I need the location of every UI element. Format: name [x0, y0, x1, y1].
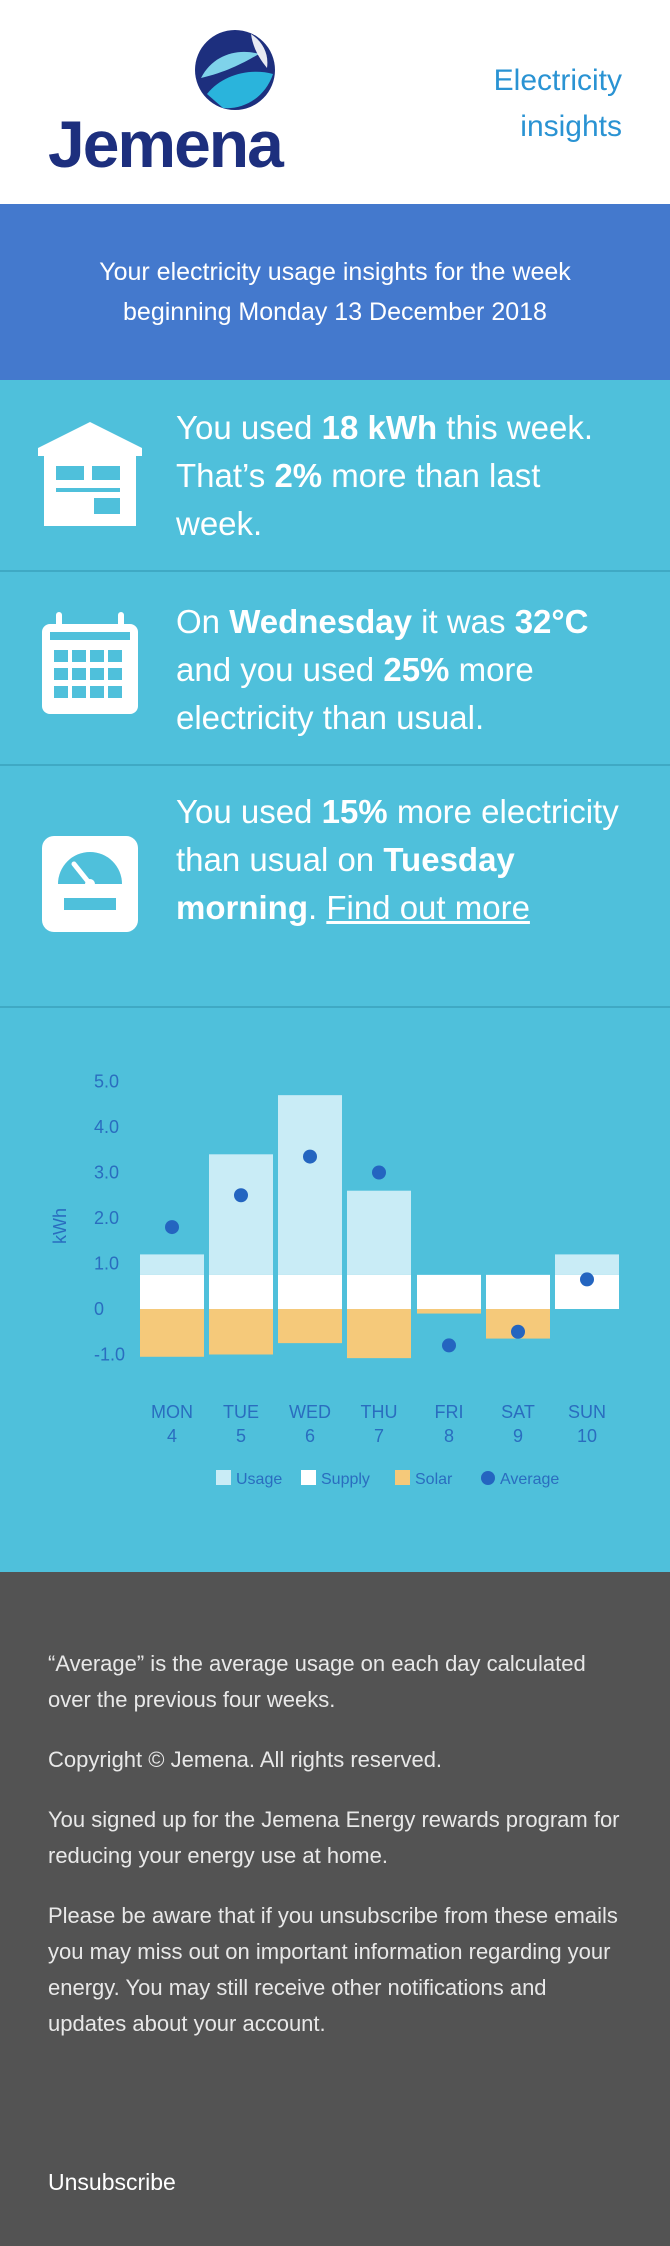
solar-bar — [278, 1309, 342, 1344]
insight-text: You used 18 kWh this week. That’s 2% mor… — [176, 409, 594, 542]
average-point — [511, 1324, 525, 1339]
y-tick-label: 2.0 — [94, 1208, 119, 1228]
x-tick-date: 6 — [305, 1426, 315, 1446]
average-point — [580, 1272, 594, 1287]
insight-text: On Wednesday it was 32°C and you used 25… — [176, 603, 589, 736]
average-note: “Average” is the average usage on each d… — [48, 1651, 586, 1712]
house-icon — [38, 422, 142, 526]
x-tick-day: TUE — [223, 1402, 259, 1422]
usage-chart: 5.0 4.0 3.0 2.0 1.0 0 -1.0 kWh MON 4 TUE 5 WED 6 THU 7 F… — [50, 1072, 619, 1488]
header-title: Electricity insights — [493, 64, 622, 143]
logo-wordmark: Jemena — [48, 107, 284, 181]
supply-bar — [486, 1274, 550, 1309]
supply-bar — [140, 1274, 204, 1309]
find-out-more-link[interactable]: Find out more — [326, 889, 530, 926]
legend-average-swatch — [481, 1471, 495, 1485]
y-axis-label: kWh — [50, 1208, 70, 1244]
x-tick-date: 5 — [236, 1426, 246, 1446]
x-tick-day: THU — [361, 1402, 398, 1422]
usage-bar — [347, 1190, 411, 1275]
legend-label: Average — [500, 1471, 559, 1488]
calendar-icon — [42, 612, 138, 714]
legend-label: Solar — [415, 1471, 453, 1488]
supply-bar — [209, 1274, 273, 1309]
solar-bar — [347, 1309, 411, 1359]
meter-icon — [42, 836, 138, 932]
average-point — [165, 1220, 179, 1235]
usage-chart-section: 5.0 4.0 3.0 2.0 1.0 0 -1.0 kWh MON 4 TUE 5 WED 6 THU 7 F… — [0, 1008, 670, 1572]
insight-text: You used 15% more electricity than usual… — [176, 793, 619, 926]
supply-bar — [347, 1274, 411, 1309]
legend-solar-swatch — [395, 1470, 410, 1485]
logo-mark-icon — [195, 30, 275, 110]
legend-supply-swatch — [301, 1470, 316, 1485]
usage-bar — [555, 1254, 619, 1275]
x-tick-day: MON — [151, 1402, 193, 1422]
y-tick-label: 0 — [94, 1299, 104, 1319]
y-tick-label: 5.0 — [94, 1072, 119, 1092]
solar-bar — [417, 1309, 481, 1314]
jemena-logo[interactable]: Jemena — [48, 28, 288, 181]
x-tick-date: 8 — [444, 1426, 454, 1446]
x-tick-day: WED — [289, 1402, 331, 1422]
insight-weekly-usage: You used 18 kWh this week. That’s 2% mor… — [0, 380, 670, 572]
header: Jemena Electricity insights — [0, 0, 670, 204]
x-tick-day: SUN — [568, 1402, 606, 1422]
unsubscribe-warning: Please be aware that if you unsubscribe … — [48, 1903, 618, 2036]
usage-bar — [278, 1095, 342, 1275]
x-tick-date: 9 — [513, 1426, 523, 1446]
footer: “Average” is the average usage on each d… — [0, 1572, 670, 2246]
supply-bar — [417, 1274, 481, 1309]
intro-text: Your electricity usage insights for the … — [99, 258, 571, 326]
x-tick-date: 7 — [374, 1426, 384, 1446]
intro-banner: Your electricity usage insights for the … — [0, 204, 670, 380]
legend-usage-swatch — [216, 1470, 231, 1485]
average-point — [303, 1149, 317, 1164]
y-tick-label: 1.0 — [94, 1254, 119, 1274]
average-point — [234, 1188, 248, 1203]
average-point — [372, 1165, 386, 1180]
legend-label: Usage — [236, 1471, 282, 1488]
usage-bar — [209, 1154, 273, 1275]
x-tick-day: SAT — [501, 1402, 535, 1422]
supply-bar — [278, 1274, 342, 1309]
solar-bar — [209, 1309, 273, 1355]
solar-bar — [140, 1309, 204, 1357]
x-tick-date: 10 — [577, 1426, 597, 1446]
x-tick-day: FRI — [435, 1402, 464, 1422]
x-tick-date: 4 — [167, 1426, 177, 1446]
y-tick-label: 4.0 — [94, 1117, 119, 1137]
insight-tuesday-morning: You used 15% more electricity than usual… — [0, 766, 670, 1008]
y-tick-label: 3.0 — [94, 1163, 119, 1183]
insight-hot-day: On Wednesday it was 32°C and you used 25… — [0, 572, 670, 766]
y-tick-label: -1.0 — [94, 1345, 125, 1365]
signup-text: You signed up for the Jemena Energy rewa… — [48, 1807, 620, 1868]
copyright-text: Copyright © Jemena. All rights reserved. — [48, 1747, 443, 1772]
usage-bar — [140, 1254, 204, 1275]
average-point — [442, 1338, 456, 1353]
legend-label: Supply — [321, 1471, 370, 1488]
unsubscribe-link[interactable]: Unsubscribe — [48, 2169, 176, 2195]
